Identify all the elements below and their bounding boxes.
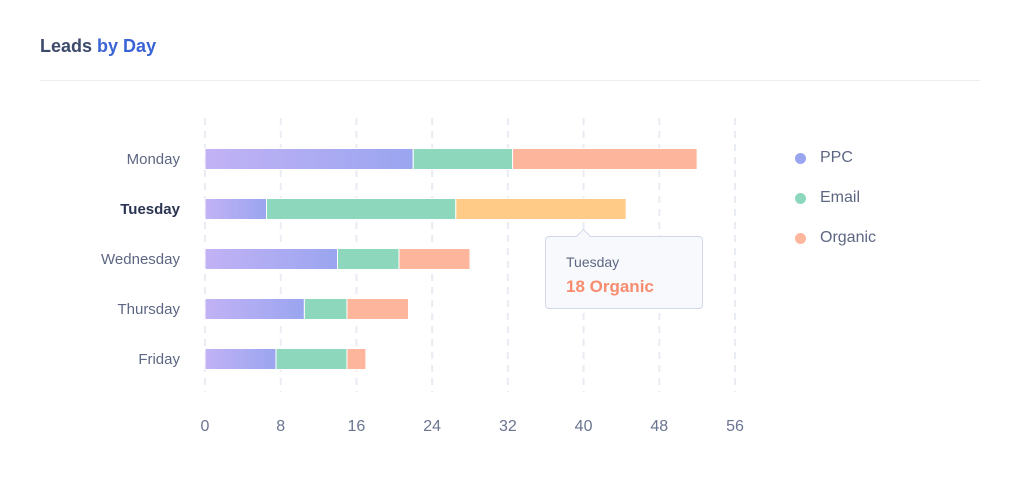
bar-thursday-ppc[interactable] — [204, 298, 305, 320]
legend-label-email: Email — [820, 189, 861, 206]
y-label-tuesday: Tuesday — [120, 201, 180, 218]
tooltip-day: Tuesday — [566, 254, 620, 270]
bar-wednesday-email[interactable] — [337, 248, 400, 270]
legend-label-organic: Organic — [820, 229, 877, 246]
x-tick-label-8: 8 — [276, 418, 285, 435]
chart-legend: PPC Email Organic — [795, 148, 876, 268]
y-label-monday: Monday — [127, 151, 181, 168]
x-tick-label-48: 48 — [650, 418, 668, 435]
bar-friday-email[interactable] — [275, 348, 348, 370]
x-tick-label-0: 0 — [201, 418, 210, 435]
bar-tuesday-organic[interactable] — [455, 198, 627, 220]
y-label-thursday: Thursday — [117, 301, 180, 318]
legend-label-ppc: PPC — [820, 149, 853, 166]
chart-title-prefix: Leads — [40, 36, 93, 56]
chart-title: Leads by Day — [40, 36, 156, 57]
title-divider — [40, 80, 980, 81]
legend-item-ppc[interactable]: PPC — [795, 148, 876, 168]
bar-monday-email[interactable] — [412, 148, 514, 170]
bar-tooltip: Tuesday 18 Organic — [545, 228, 703, 309]
x-tick-label-24: 24 — [423, 418, 441, 435]
x-tick-label-32: 32 — [499, 418, 517, 435]
bar-friday-ppc[interactable] — [204, 348, 277, 370]
bar-monday-organic[interactable] — [512, 148, 698, 170]
y-label-friday: Friday — [138, 351, 180, 368]
bar-thursday-organic[interactable] — [346, 298, 409, 320]
bar-tuesday-ppc[interactable] — [204, 198, 268, 220]
legend-item-email[interactable]: Email — [795, 188, 876, 208]
bar-thursday-email[interactable] — [303, 298, 348, 320]
bar-wednesday-organic[interactable] — [398, 248, 471, 270]
chart-title-suffix: by Day — [97, 36, 157, 56]
x-tick-label-16: 16 — [348, 418, 366, 435]
tooltip-value: 18 Organic — [566, 277, 654, 296]
bar-friday-organic[interactable] — [346, 348, 367, 370]
legend-item-organic[interactable]: Organic — [795, 228, 876, 248]
legend-swatch-organic — [795, 232, 806, 244]
bar-wednesday-ppc[interactable] — [204, 248, 338, 270]
bar-tuesday-email[interactable] — [266, 198, 457, 220]
bar-monday-ppc[interactable] — [204, 148, 414, 170]
legend-swatch-email — [795, 192, 806, 204]
x-tick-label-40: 40 — [575, 418, 593, 435]
x-tick-label-56: 56 — [726, 418, 744, 435]
y-label-wednesday: Wednesday — [101, 251, 180, 268]
legend-swatch-ppc — [795, 152, 806, 164]
